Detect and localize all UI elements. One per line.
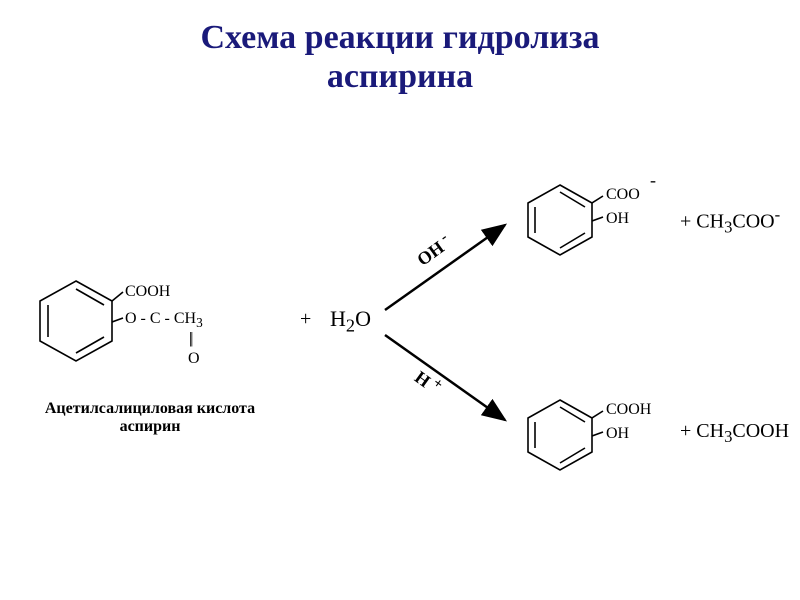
benzene-reactant (30, 275, 122, 367)
basic-byproduct: + CH3COO- (680, 205, 780, 238)
page-title: Схема реакции гидролиза аспирина (0, 18, 800, 96)
reactant-label: Ацетилсалициловая кислота аспирин (20, 400, 280, 436)
benzene-basic-product (520, 180, 600, 260)
reactant-sub-1: COOH (125, 283, 170, 301)
reactant-carbonyl-dbl: || (189, 330, 191, 348)
reactant-carbonyl-o: O (188, 350, 200, 368)
arrow-down (380, 325, 520, 435)
acidic-sub-top: COOH (606, 401, 651, 419)
basic-sub-top: COO (606, 186, 640, 204)
reactant-sub-2: O - C - CH3 (125, 310, 203, 331)
acidic-bond-lines (592, 405, 606, 449)
acidic-sub-bot: OH (606, 425, 629, 443)
basic-bond-lines (592, 190, 606, 234)
arrow-up (380, 210, 520, 320)
basic-sub-bot: OH (606, 210, 629, 228)
reactant-bond-lines (112, 286, 126, 336)
title-line-2: аспирина (327, 58, 473, 95)
basic-charge-minus: - (650, 170, 656, 191)
plus-sign: + (300, 308, 311, 331)
diagram-stage: Схема реакции гидролиза аспирина COOH O … (0, 0, 800, 600)
h2o: H2O (330, 306, 371, 336)
title-line-1: Схема реакции гидролиза (200, 19, 599, 56)
benzene-acidic-product (520, 395, 600, 475)
acidic-byproduct: + CH3COOH (680, 420, 789, 447)
